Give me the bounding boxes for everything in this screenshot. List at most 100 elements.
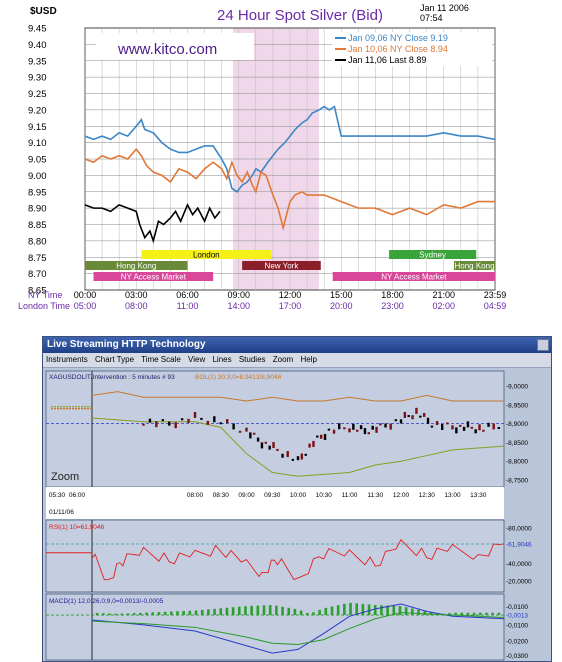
y-tick-label: 9.25 xyxy=(28,89,47,100)
london-tick-label: 20:00 xyxy=(330,301,353,311)
y-tick-label: 9.40 xyxy=(28,40,47,51)
macd-bar xyxy=(349,602,352,616)
macd-y-ticks: -0,0100 -0,0013 -0,0100 -0,0200 -0,0300 xyxy=(506,604,528,660)
candle xyxy=(422,412,426,417)
lower-x-tick: 06:00 xyxy=(69,492,86,499)
session-bar-0 xyxy=(141,250,272,259)
menu-instruments[interactable]: Instruments xyxy=(46,355,88,364)
lower-x-tick: 09:30 xyxy=(264,492,281,499)
rsi-title: RSI(1) 10=61,9046 xyxy=(49,524,104,531)
candle xyxy=(466,421,470,428)
macd-bar xyxy=(411,608,414,616)
session-bar-1 xyxy=(389,250,477,259)
macd-bar xyxy=(225,607,229,616)
candle xyxy=(399,419,403,424)
candle xyxy=(451,425,454,430)
chart-date: Jan 11 2006 xyxy=(420,3,469,13)
macd-bar xyxy=(157,612,161,616)
ny-tick-label: 23:59 xyxy=(484,290,507,300)
zoom-label[interactable]: Zoom xyxy=(51,471,79,483)
candle xyxy=(225,419,229,424)
candle xyxy=(430,425,434,428)
menu-chart-type[interactable]: Chart Type xyxy=(95,355,135,364)
lower-x-tick: 13:00 xyxy=(444,492,461,499)
candle xyxy=(343,427,346,430)
y-tick-label: 9.15 xyxy=(28,122,47,133)
window-title: Live Streaming HTTP Technology xyxy=(47,339,206,350)
macd-bar xyxy=(151,612,155,616)
menu-studies[interactable]: Studies xyxy=(238,355,266,364)
session-bar-3 xyxy=(242,261,321,270)
rsi-y-tick: -20,0000 xyxy=(506,579,532,586)
macd-bar xyxy=(132,613,136,616)
london-time-row-title: London Time xyxy=(18,301,70,311)
candle xyxy=(272,442,275,449)
rsi-y-tick: -61,9046 xyxy=(506,542,532,549)
session-bar-6 xyxy=(332,272,495,281)
rsi-y-ticks: -80,0000 -61,9046 -40,0000 -20,0000 xyxy=(506,526,532,586)
y-tick-label: 8.75 xyxy=(28,253,47,264)
series-line-1 xyxy=(84,147,495,231)
ny-tick-label: 15:00 xyxy=(330,290,353,300)
ny-tick-label: 06:00 xyxy=(176,290,199,300)
macd-bar xyxy=(324,607,328,616)
menu-view[interactable]: View xyxy=(188,355,206,364)
candle xyxy=(497,427,501,430)
macd-bar xyxy=(102,613,105,616)
legend-label-2: Jan 11,06 Last 8.89 xyxy=(348,55,426,65)
y-tick-label: 8.70 xyxy=(28,269,47,280)
macd-y-tick: -0,0013 xyxy=(506,613,528,620)
price-y-tick: -8,9500 xyxy=(506,402,528,409)
london-tick-label: 05:00 xyxy=(74,301,97,311)
ny-tick-label: 09:00 xyxy=(227,290,250,300)
session-label-4: Hong Kong xyxy=(454,262,494,271)
macd-bar xyxy=(95,612,99,616)
candle xyxy=(304,453,307,456)
macd-bar xyxy=(330,606,334,616)
ny-tick-label: 21:00 xyxy=(432,290,455,300)
macd-bar xyxy=(491,612,494,616)
top-series xyxy=(84,105,495,244)
candle xyxy=(338,423,341,430)
london-tick-label: 11:00 xyxy=(177,301,199,311)
live-chart-window: Live Streaming HTTP Technology Instrumen… xyxy=(42,336,552,662)
candle xyxy=(296,456,300,461)
macd-bar xyxy=(386,605,389,616)
lower-date-label: 01/11/06 xyxy=(49,509,74,516)
macd-bar xyxy=(176,611,179,616)
menu-time-scale[interactable]: Time Scale xyxy=(141,355,181,364)
macd-bar xyxy=(343,603,346,616)
window-scroll-button[interactable] xyxy=(537,339,549,351)
candle xyxy=(482,429,485,432)
lower-x-tick: 10:00 xyxy=(290,492,307,499)
price-y-tick: -8,8500 xyxy=(506,440,528,447)
macd-bar xyxy=(145,612,148,616)
macd-bar xyxy=(448,613,451,616)
macd-bar xyxy=(318,609,321,616)
menu-help[interactable]: Help xyxy=(300,355,317,364)
macd-bar xyxy=(380,605,383,616)
candle xyxy=(352,423,355,430)
macd-y-tick: -0,0200 xyxy=(506,638,528,645)
ny-time-row-title: NY Time xyxy=(28,290,62,300)
candle xyxy=(276,448,279,451)
y-tick-label: 8.90 xyxy=(28,204,47,215)
menu-lines[interactable]: Lines xyxy=(212,355,232,364)
candle xyxy=(359,425,363,430)
macd-bar xyxy=(367,604,371,616)
london-tick-label: 02:00 xyxy=(432,301,455,311)
macd-bar xyxy=(485,612,488,616)
menu-zoom[interactable]: Zoom xyxy=(272,355,294,364)
candle xyxy=(168,421,171,426)
candle xyxy=(213,416,216,423)
candle xyxy=(155,421,158,428)
candle xyxy=(459,424,462,427)
macd-bar xyxy=(460,612,464,616)
candle xyxy=(371,425,374,430)
price-panel-title: XAGUSDOLIT/Intervention : 5 minutes # 93 xyxy=(49,374,175,381)
candle xyxy=(492,423,495,430)
candle xyxy=(419,415,422,418)
rsi-y-tick: -80,0000 xyxy=(506,526,532,533)
price-y-ticks: -9,0000 -8,9500 -8,9000 -8,8500 -8,8000 -8,75… xyxy=(506,384,528,485)
